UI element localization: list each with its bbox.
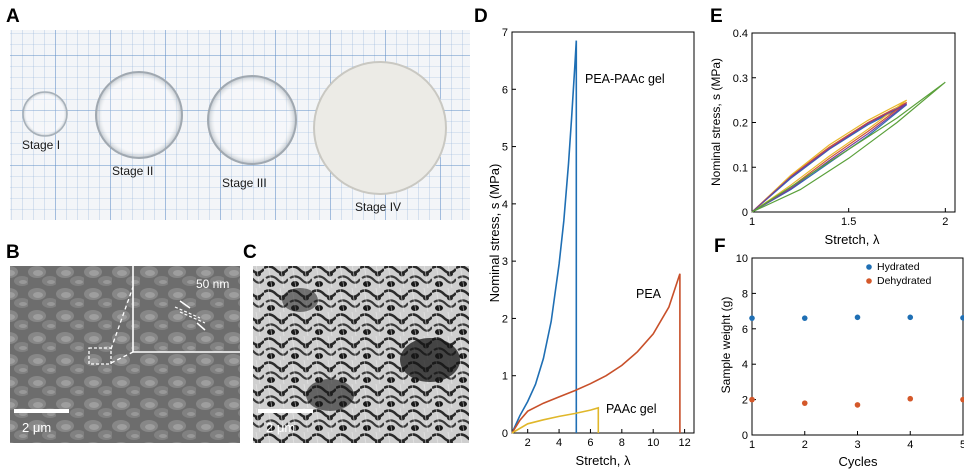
chart-f-legend-dehydrated: Dehydrated — [877, 275, 931, 287]
chart-d-xtick-label: 2 — [525, 437, 531, 449]
chart-f-point-1 — [907, 395, 914, 402]
panel-letter-d: D — [474, 6, 488, 27]
chart-f-xtick-label: 4 — [907, 439, 913, 451]
inset-guides — [110, 286, 134, 364]
stage-label-1: Stage I — [22, 138, 60, 152]
chart-e-ytick-label: 0.3 — [733, 73, 748, 85]
panel-letter-e: E — [710, 6, 723, 27]
chart-f-xtick-label: 3 — [854, 439, 860, 451]
disc-stage-1 — [22, 91, 68, 137]
stage-label-4: Stage IV — [355, 200, 401, 214]
panel-letter-c: C — [243, 242, 257, 263]
chart-d-series-2 — [511, 406, 600, 434]
chart-f-legend-marker-1 — [866, 278, 872, 284]
chart-d-series-0 — [511, 40, 578, 434]
chart-f-point-1 — [801, 400, 808, 406]
panel-letter-b: B — [6, 242, 20, 263]
scale-label-c: 2 μm — [266, 420, 295, 435]
chart-f-point-0 — [801, 315, 808, 321]
chart-d-ytick-label: 7 — [502, 27, 508, 39]
stage-label-2: Stage II — [112, 164, 153, 178]
chart-f-point-1 — [960, 396, 964, 403]
chart-f-legend-marker-0 — [866, 264, 872, 270]
chart-f-axes-frame — [751, 257, 964, 436]
chart-e-ytick-label: 0.4 — [733, 28, 748, 40]
chart-d-xtick-label: 6 — [587, 437, 593, 449]
chart-d-ytick-label: 6 — [502, 84, 508, 96]
chart-d-series-1 — [511, 273, 681, 434]
inset-arrows — [179, 300, 206, 331]
stage-label-3: Stage III — [222, 176, 267, 190]
chart-f-ytick-label: 0 — [742, 430, 748, 442]
inset-source-box — [88, 347, 112, 365]
panel-letter-a: A — [6, 6, 20, 27]
chart-f-legend-hydrated: Hydrated — [877, 261, 920, 273]
panel-letter-f: F — [714, 236, 726, 257]
chart-d-ytick-label: 4 — [502, 199, 508, 211]
chart-d-axes-frame — [511, 31, 695, 434]
chart-e-xtick-label: 1.5 — [841, 216, 856, 228]
chart-e-ytick-label: 0.1 — [733, 162, 748, 174]
chart-f-point-0 — [749, 315, 755, 321]
sem-image-b — [10, 266, 240, 443]
chart-e-cycle-1 — [751, 101, 908, 213]
inset-size-label: 50 nm — [196, 277, 229, 291]
sem-panel-b: 50 nm 2 μm — [10, 266, 240, 443]
inset-width-lines — [174, 306, 206, 324]
chart-f-xtick-label: 1 — [749, 439, 755, 451]
chart-d-label-pea: PEA — [636, 287, 662, 301]
disc-stage-4 — [313, 61, 447, 195]
chart-f-ytick-label: 10 — [736, 253, 748, 265]
disc-stage-2 — [95, 71, 183, 159]
chart-f-point-0 — [907, 314, 914, 321]
scale-bar-c — [258, 409, 313, 413]
chart-f-ytick-label: 8 — [742, 288, 748, 300]
chart-f: Sample weight (g) Cycles Hydrated Dehydr… — [719, 253, 964, 469]
chart-d-label-pea-paac: PEA-PAAc gel — [585, 72, 665, 86]
chart-d-ytick-label: 0 — [502, 428, 508, 440]
chart-f-point-0 — [854, 314, 861, 321]
chart-d-xtick-label: 4 — [556, 437, 562, 449]
chart-e-ytick-label: 0 — [742, 207, 748, 219]
chart-f-ytick-label: 2 — [742, 395, 748, 407]
sem-panel-c: 2 μm — [253, 266, 469, 443]
chart-f-ytick-label: 4 — [742, 359, 748, 371]
chart-d-ylabel: Nominal stress, s (MPa) — [487, 164, 502, 303]
chart-e-xlabel: Stretch, λ — [825, 232, 880, 247]
chart-e-xtick-label: 2 — [942, 216, 948, 228]
chart-f-xlabel: Cycles — [838, 454, 878, 469]
chart-e-cycle-3 — [751, 103, 908, 213]
photo-panel-a: Stage I Stage II Stage III Stage IV — [10, 30, 470, 220]
chart-d-xtick-label: 10 — [647, 437, 659, 449]
chart-e-xtick-label: 1 — [749, 216, 755, 228]
chart-e-ytick-label: 0.2 — [733, 118, 748, 130]
chart-d-label-paac: PAAc gel — [606, 402, 657, 416]
chart-e: Nominal stress, s (MPa) Stretch, λ 1 1.5 2… — [709, 28, 956, 247]
chart-e-cycle-0 — [751, 104, 908, 213]
chart-f-point-1 — [749, 396, 755, 403]
chart-d-xtick-label: 8 — [619, 437, 625, 449]
scale-bar-b — [14, 409, 69, 413]
chart-e-cycle-2 — [751, 99, 908, 213]
chart-e-cycle-4 — [751, 81, 946, 213]
chart-f-point-0 — [960, 315, 964, 321]
chart-e-ylabel: Nominal stress, s (MPa) — [709, 58, 723, 186]
chart-f-point-1 — [854, 402, 861, 408]
chart-d: Nominal stress, s (MPa) Stretch, λ PEA-P… — [487, 27, 695, 468]
chart-d-ytick-label: 1 — [502, 371, 508, 383]
chart-f-xtick-label: 2 — [802, 439, 808, 451]
chart-f-ytick-label: 6 — [742, 324, 748, 336]
chart-f-ylabel: Sample weight (g) — [719, 297, 733, 394]
scale-label-b: 2 μm — [22, 420, 51, 435]
chart-d-ytick-label: 2 — [502, 313, 508, 325]
chart-d-xlabel: Stretch, λ — [576, 453, 631, 468]
chart-d-ytick-label: 3 — [502, 256, 508, 268]
disc-stage-3 — [207, 75, 297, 165]
chart-d-xtick-label: 12 — [678, 437, 690, 449]
chart-d-ytick-label: 5 — [502, 142, 508, 154]
chart-f-xtick-label: 5 — [960, 439, 964, 451]
